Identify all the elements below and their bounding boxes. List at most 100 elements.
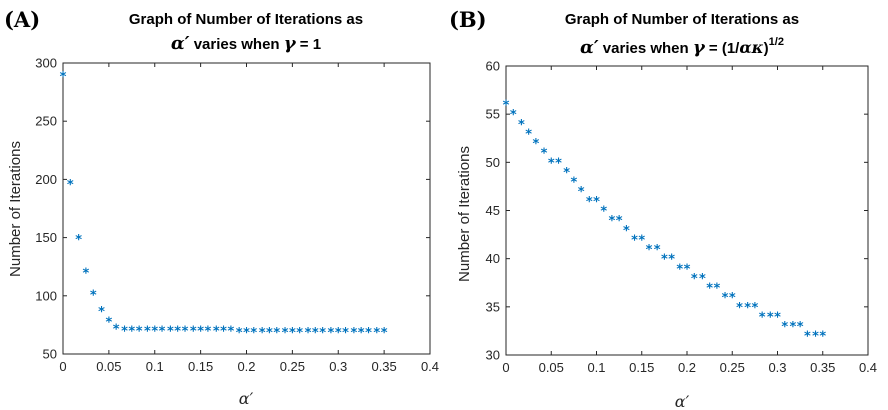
chart-b-data-point: *: [699, 272, 706, 287]
chart-a-xtick-label: 0.2: [237, 359, 255, 374]
chart-a-data-point: *: [236, 326, 243, 341]
chart-b-xtick-label: 0.05: [539, 360, 564, 375]
chart-a-data-point: *: [213, 325, 220, 340]
chart-b-data-point: *: [600, 205, 607, 220]
chart-a-ylabel: Number of Iterations: [7, 141, 24, 277]
chart-b-ytick-label: 35: [486, 299, 500, 314]
chart-a-data-point: *: [128, 325, 135, 340]
chart-a-data-point: *: [273, 326, 280, 341]
chart-b-data-point: *: [789, 320, 796, 335]
chart-a-xtick-label: 0.35: [371, 359, 396, 374]
chart-b-xtick-label: 0.25: [720, 360, 745, 375]
chart-a-data-point: *: [319, 326, 326, 341]
chart-a-data-point: *: [159, 325, 166, 340]
chart-b-data-point: *: [541, 147, 548, 162]
chart-b-title-line2: α′ varies when γ = (1/ακ)1/2: [580, 36, 784, 58]
chart-b-xtick-label: 0.35: [810, 360, 835, 375]
chart-b-data-point: *: [722, 291, 729, 306]
chart-a-xtick-label: 0.1: [146, 359, 164, 374]
chart-b-data-point: *: [654, 243, 661, 258]
chart-a-data-point: *: [250, 326, 257, 341]
chart-b-data-point: *: [759, 310, 766, 325]
chart-a-data-point: *: [227, 325, 234, 340]
chart-b-xtick-label: 0.4: [859, 360, 877, 375]
chart-a-data-point: *: [328, 326, 335, 341]
chart-a-data-point: *: [67, 178, 74, 193]
chart-a-xtick-label: 0.3: [329, 359, 347, 374]
chart-a-data-point: *: [105, 315, 112, 330]
chart-a-ytick-label: 300: [35, 56, 57, 71]
chart-a-title-mid: varies when: [190, 36, 284, 53]
chart-b-xlabel: α′: [675, 392, 690, 410]
chart-b-axes-box: [505, 65, 869, 356]
chart-a-data-point: *: [113, 322, 120, 337]
chart-a-data-point: *: [266, 326, 273, 341]
chart-a: (A) Graph of Number of Iterations as α′ …: [4, 7, 439, 408]
chart-b-title-line1: Graph of Number of Iterations as: [565, 11, 799, 28]
chart-b-ytick-label: 40: [486, 251, 500, 266]
chart-b-data-point: *: [638, 233, 645, 248]
chart-b-data-point: *: [781, 320, 788, 335]
chart-a-title-line2: α′ varies when γ = 1: [171, 33, 321, 54]
chart-b-data-point: *: [767, 310, 774, 325]
chart-a-axes-box: [62, 62, 431, 355]
chart-a-data-point: *: [167, 325, 174, 340]
chart-a-data-point: *: [335, 326, 342, 341]
chart-a-xtick-label: 0.05: [96, 359, 121, 374]
chart-b-data-point: *: [804, 330, 811, 345]
chart-a-xtick-label: 0: [59, 359, 66, 374]
chart-a-data-point: *: [60, 70, 67, 85]
chart-b-title-alpha: α′: [580, 37, 599, 58]
chart-b-data-point: *: [593, 195, 600, 210]
chart-b-xtick-label: 0.3: [768, 360, 786, 375]
chart-a-panel-letter: (A): [4, 7, 40, 32]
chart-a-data-point: *: [136, 325, 143, 340]
chart-b-data-point: *: [570, 176, 577, 191]
chart-b-data-point: *: [691, 272, 698, 287]
chart-b-xtick-label: 0.2: [678, 360, 696, 375]
chart-a-ytick-label: 250: [35, 114, 57, 129]
chart-a-data-point: *: [350, 326, 357, 341]
chart-b-title-exponent: 1/2: [769, 36, 784, 48]
chart-b-data-point: *: [510, 108, 517, 123]
chart-b-title-mid: varies when: [599, 40, 693, 57]
chart-a-title-alpha: α′: [171, 33, 190, 54]
chart-b-data-point: *: [706, 282, 713, 297]
chart-a-data-point: *: [90, 289, 97, 304]
chart-b: (B) Graph of Number of Iterations as α′ …: [449, 7, 877, 410]
chart-b-data-point: *: [586, 195, 593, 210]
chart-a-data-point: *: [312, 326, 319, 341]
chart-b-data-point: *: [684, 262, 691, 277]
chart-b-data-point: *: [578, 185, 585, 200]
chart-a-data-point: *: [75, 233, 82, 248]
chart-b-data-point: *: [518, 118, 525, 133]
chart-b-data-point: *: [548, 156, 555, 171]
chart-a-ytick-label: 50: [43, 347, 57, 362]
chart-a-data-point: *: [296, 326, 303, 341]
chart-a-data-point: *: [365, 326, 372, 341]
chart-b-title-close: ): [764, 40, 769, 57]
chart-a-data-point: *: [373, 326, 380, 341]
chart-b-title-tail: = (1/: [705, 40, 740, 57]
chart-b-xtick-label: 0.1: [587, 360, 605, 375]
chart-b-panel-letter: (B): [449, 7, 487, 32]
chart-a-title-gamma: γ: [284, 33, 297, 54]
chart-a-xlabel: α′: [239, 389, 254, 408]
chart-b-data-point: *: [532, 137, 539, 152]
chart-b-ytick-label: 30: [486, 348, 500, 363]
chart-a-data-point: *: [144, 325, 151, 340]
chart-a-data-point: *: [98, 305, 105, 320]
chart-b-data-point: *: [774, 310, 781, 325]
chart-b-plot-area: 0 0.05 0.1 0.15 0.2 0.25 0.3 0.35 0.4 30 35 40 45 50 5…: [486, 59, 878, 376]
chart-b-data-point: *: [646, 243, 653, 258]
chart-a-xtick-label: 0.15: [188, 359, 213, 374]
chart-b-xtick-label: 0: [502, 360, 509, 375]
chart-b-title-alpha-kappa: ακ: [739, 38, 763, 57]
chart-b-data-point: *: [631, 233, 638, 248]
chart-b-data-point: *: [616, 214, 623, 229]
chart-b-data-point: *: [812, 330, 819, 345]
chart-a-data-point: *: [174, 325, 181, 340]
chart-b-ytick-label: 60: [486, 59, 500, 74]
chart-b-data-point: *: [676, 262, 683, 277]
chart-b-ytick-label: 55: [486, 107, 500, 122]
